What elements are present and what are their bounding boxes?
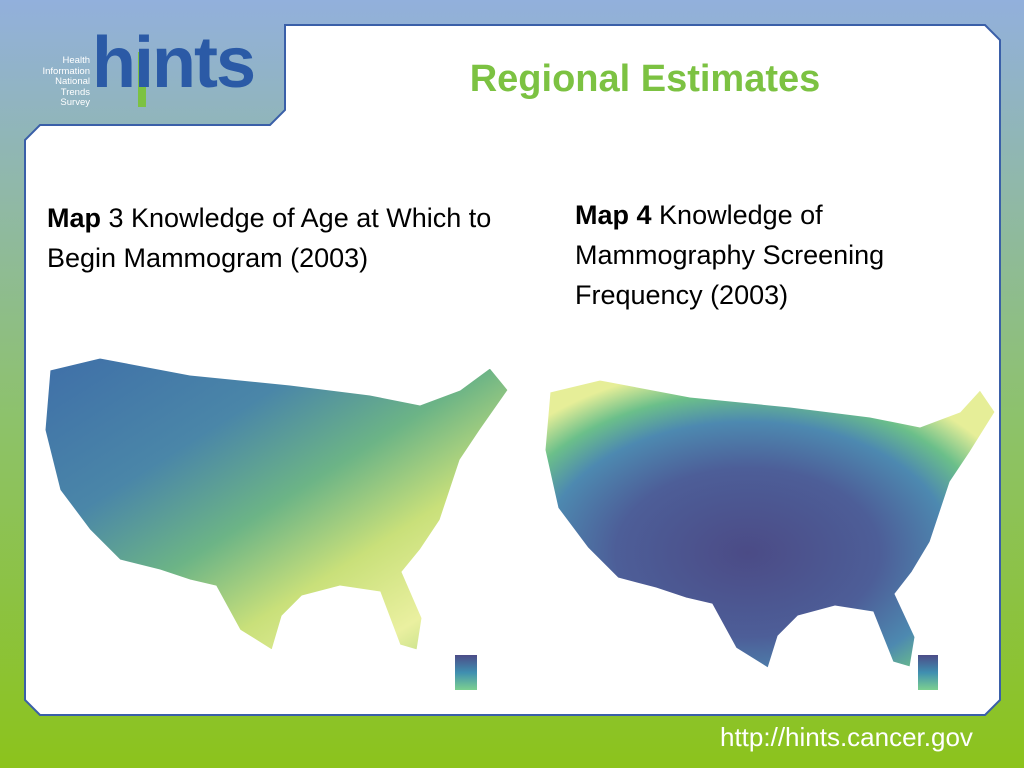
slide-title: Regional Estimates — [469, 58, 821, 100]
content-panel — [24, 24, 1001, 716]
map-description: 3 Knowledge of Age at Which to Begin Mam… — [47, 203, 492, 273]
map-label: Map 4 — [575, 200, 652, 230]
logo-wordmark: hints — [92, 23, 256, 103]
logo-accent — [138, 52, 146, 107]
footer-url: http://hints.cancer.gov — [720, 722, 973, 752]
tagline-line: National — [55, 76, 90, 87]
color-legend — [455, 655, 477, 690]
tagline-line: Trends — [60, 86, 90, 98]
color-legend — [918, 655, 938, 690]
map-3 — [44, 357, 509, 690]
map-caption: Map 4 Knowledge of Mammography Screening… — [575, 195, 985, 315]
tagline-line: Information — [42, 65, 90, 77]
map-label: Map — [47, 203, 101, 233]
tagline-line: Health — [62, 55, 90, 66]
map-description: Knowledge of Mammography Screening Frequ… — [575, 200, 885, 310]
us-map — [44, 357, 509, 651]
tagline-line: Survey — [60, 97, 90, 108]
map-caption: Map 3 Knowledge of Age at Which to Begin… — [47, 198, 497, 278]
us-map — [544, 379, 996, 669]
map-4 — [544, 379, 996, 690]
logo-tagline: Health Information National Trends Survey — [22, 55, 90, 109]
